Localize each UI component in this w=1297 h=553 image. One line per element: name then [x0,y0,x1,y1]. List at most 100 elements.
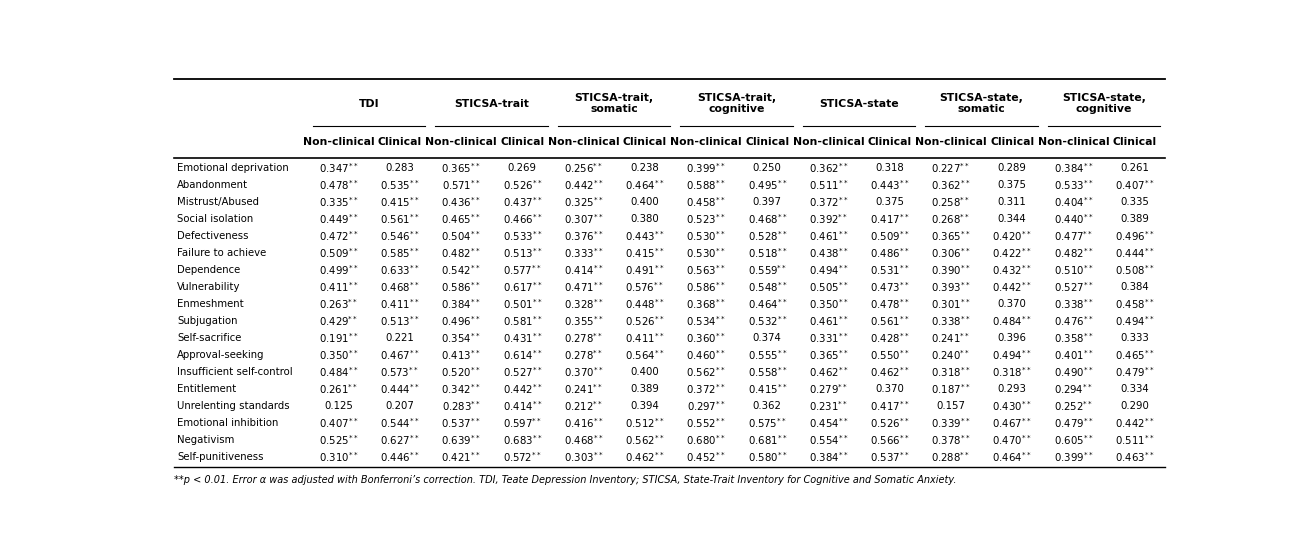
Text: Emotional deprivation: Emotional deprivation [178,163,289,173]
Text: 0.417$^{**}$: 0.417$^{**}$ [870,212,909,226]
Text: Emotional inhibition: Emotional inhibition [178,418,279,428]
Text: 0.437$^{**}$: 0.437$^{**}$ [502,195,542,208]
Text: Dependence: Dependence [178,265,240,275]
Text: 0.510$^{**}$: 0.510$^{**}$ [1053,263,1093,277]
Text: 0.550$^{**}$: 0.550$^{**}$ [870,348,909,362]
Text: 0.396: 0.396 [997,333,1027,343]
Text: 0.586$^{**}$: 0.586$^{**}$ [441,280,481,294]
Text: 0.258$^{**}$: 0.258$^{**}$ [931,195,970,208]
Text: 0.301$^{**}$: 0.301$^{**}$ [931,297,970,311]
Text: 0.440$^{**}$: 0.440$^{**}$ [1053,212,1093,226]
Text: 0.261: 0.261 [1121,163,1149,173]
Text: 0.461$^{**}$: 0.461$^{**}$ [809,229,848,243]
Text: 0.354$^{**}$: 0.354$^{**}$ [441,331,481,345]
Text: 0.530$^{**}$: 0.530$^{**}$ [686,246,725,260]
Text: 0.278$^{**}$: 0.278$^{**}$ [564,348,603,362]
Text: 0.627$^{**}$: 0.627$^{**}$ [380,434,419,447]
Text: 0.572$^{**}$: 0.572$^{**}$ [503,450,542,464]
Text: Clinical: Clinical [1113,138,1157,148]
Text: 0.393$^{**}$: 0.393$^{**}$ [931,280,970,294]
Text: 0.240$^{**}$: 0.240$^{**}$ [931,348,970,362]
Text: 0.191$^{**}$: 0.191$^{**}$ [319,331,358,345]
Text: 0.372$^{**}$: 0.372$^{**}$ [686,382,725,396]
Text: 0.390$^{**}$: 0.390$^{**}$ [931,263,970,277]
Text: 0.512$^{**}$: 0.512$^{**}$ [625,416,664,430]
Text: 0.436$^{**}$: 0.436$^{**}$ [441,195,481,208]
Text: Non-clinical: Non-clinical [916,138,987,148]
Text: 0.256$^{**}$: 0.256$^{**}$ [564,161,603,175]
Text: 0.344: 0.344 [997,214,1026,224]
Text: 0.238: 0.238 [630,163,659,173]
Text: 0.482$^{**}$: 0.482$^{**}$ [441,246,481,260]
Text: 0.221: 0.221 [385,333,414,343]
Text: 0.460$^{**}$: 0.460$^{**}$ [686,348,725,362]
Text: 0.525$^{**}$: 0.525$^{**}$ [319,434,358,447]
Text: 0.566$^{**}$: 0.566$^{**}$ [870,434,909,447]
Text: 0.466$^{**}$: 0.466$^{**}$ [502,212,542,226]
Text: Clinical: Clinical [746,138,790,148]
Text: 0.415$^{**}$: 0.415$^{**}$ [625,246,664,260]
Text: 0.477$^{**}$: 0.477$^{**}$ [1053,229,1093,243]
Text: STICSA-state,
somatic: STICSA-state, somatic [939,93,1023,114]
Text: 0.375: 0.375 [875,197,904,207]
Text: 0.370$^{**}$: 0.370$^{**}$ [564,365,603,379]
Text: 0.490$^{**}$: 0.490$^{**}$ [1053,365,1093,379]
Text: 0.683$^{**}$: 0.683$^{**}$ [502,434,542,447]
Text: 0.325$^{**}$: 0.325$^{**}$ [564,195,603,208]
Text: 0.362: 0.362 [752,401,782,411]
Text: STICSA-trait: STICSA-trait [454,98,529,108]
Text: 0.307$^{**}$: 0.307$^{**}$ [564,212,603,226]
Text: 0.577$^{**}$: 0.577$^{**}$ [503,263,541,277]
Text: 0.297$^{**}$: 0.297$^{**}$ [686,399,725,413]
Text: 0.586$^{**}$: 0.586$^{**}$ [686,280,725,294]
Text: STICSA-trait,
cognitive: STICSA-trait, cognitive [696,93,776,114]
Text: Vulnerability: Vulnerability [178,282,241,292]
Text: 0.528$^{**}$: 0.528$^{**}$ [747,229,787,243]
Text: 0.681$^{**}$: 0.681$^{**}$ [747,434,787,447]
Text: 0.467$^{**}$: 0.467$^{**}$ [992,416,1032,430]
Text: Non-clinical: Non-clinical [792,138,864,148]
Text: 0.588$^{**}$: 0.588$^{**}$ [686,178,725,192]
Text: 0.414$^{**}$: 0.414$^{**}$ [564,263,603,277]
Text: 0.394: 0.394 [630,401,659,411]
Text: 0.306$^{**}$: 0.306$^{**}$ [931,246,970,260]
Text: 0.429$^{**}$: 0.429$^{**}$ [319,314,358,328]
Text: 0.413$^{**}$: 0.413$^{**}$ [441,348,481,362]
Text: 0.207: 0.207 [385,401,414,411]
Text: 0.350$^{**}$: 0.350$^{**}$ [809,297,848,311]
Text: 0.561$^{**}$: 0.561$^{**}$ [870,314,909,328]
Text: 0.370: 0.370 [997,299,1027,309]
Text: 0.365$^{**}$: 0.365$^{**}$ [931,229,970,243]
Text: 0.411$^{**}$: 0.411$^{**}$ [319,280,358,294]
Text: 0.438$^{**}$: 0.438$^{**}$ [809,246,848,260]
Text: 0.461$^{**}$: 0.461$^{**}$ [809,314,848,328]
Text: 0.362$^{**}$: 0.362$^{**}$ [809,161,848,175]
Text: 0.392$^{**}$: 0.392$^{**}$ [809,212,848,226]
Text: Defectiveness: Defectiveness [178,231,249,241]
Text: 0.491$^{**}$: 0.491$^{**}$ [625,263,664,277]
Text: 0.467$^{**}$: 0.467$^{**}$ [380,348,419,362]
Text: 0.580$^{**}$: 0.580$^{**}$ [747,450,787,464]
Text: 0.458$^{**}$: 0.458$^{**}$ [1115,297,1154,311]
Text: 0.283: 0.283 [385,163,414,173]
Text: 0.268$^{**}$: 0.268$^{**}$ [931,212,970,226]
Text: 0.468$^{**}$: 0.468$^{**}$ [380,280,419,294]
Text: 0.375: 0.375 [997,180,1027,190]
Text: 0.384$^{**}$: 0.384$^{**}$ [441,297,481,311]
Text: 0.478$^{**}$: 0.478$^{**}$ [319,178,358,192]
Text: 0.261$^{**}$: 0.261$^{**}$ [319,382,358,396]
Text: Negativism: Negativism [178,435,235,445]
Text: 0.380: 0.380 [630,214,659,224]
Text: 0.464$^{**}$: 0.464$^{**}$ [625,178,664,192]
Text: 0.533$^{**}$: 0.533$^{**}$ [1053,178,1093,192]
Text: 0.494$^{**}$: 0.494$^{**}$ [1115,314,1154,328]
Text: 0.554$^{**}$: 0.554$^{**}$ [809,434,848,447]
Text: 0.494$^{**}$: 0.494$^{**}$ [992,348,1032,362]
Text: 0.399$^{**}$: 0.399$^{**}$ [1053,450,1093,464]
Text: 0.444$^{**}$: 0.444$^{**}$ [380,382,419,396]
Text: 0.463$^{**}$: 0.463$^{**}$ [1115,450,1154,464]
Text: 0.454$^{**}$: 0.454$^{**}$ [809,416,848,430]
Text: 0.399$^{**}$: 0.399$^{**}$ [686,161,725,175]
Text: 0.511$^{**}$: 0.511$^{**}$ [809,178,848,192]
Text: 0.513$^{**}$: 0.513$^{**}$ [380,314,419,328]
